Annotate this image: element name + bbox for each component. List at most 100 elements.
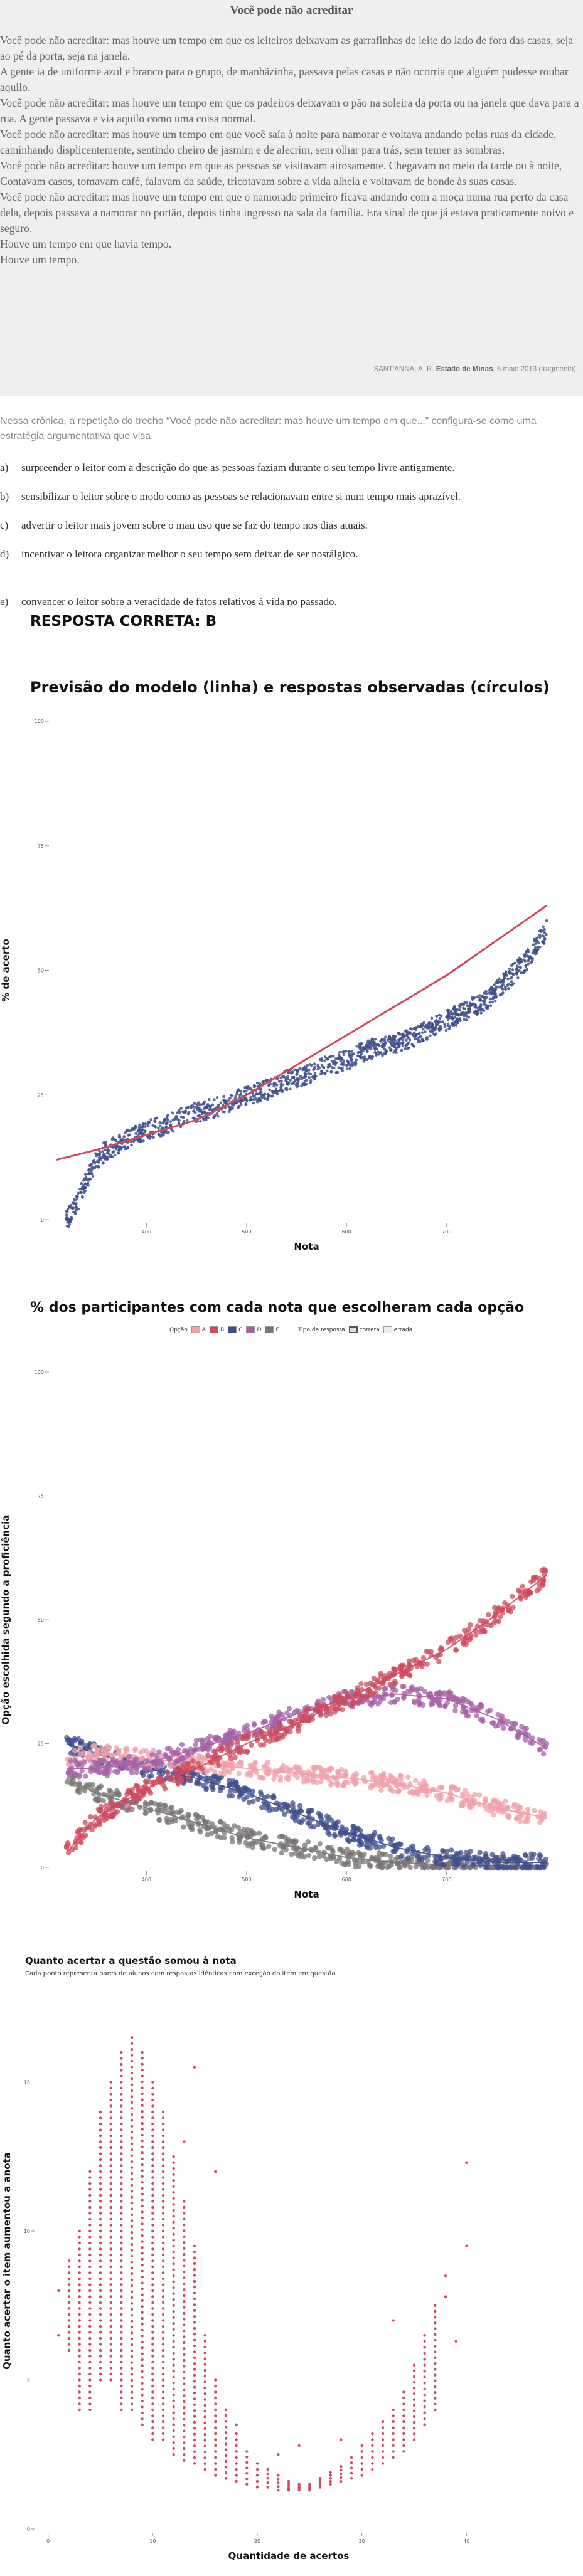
- series-point-a: [396, 1788, 402, 1795]
- pair-point: [88, 2372, 92, 2376]
- observed-point: [161, 1121, 164, 1125]
- series-point-a: [454, 1787, 459, 1793]
- pair-point: [381, 2462, 385, 2465]
- series-point-a: [228, 1760, 235, 1766]
- series-point-b: [235, 1738, 240, 1745]
- pair-point: [120, 2295, 123, 2298]
- pair-point: [99, 2253, 102, 2257]
- pair-point: [99, 2152, 102, 2155]
- observed-point: [420, 1038, 424, 1041]
- series-point-e: [311, 1855, 318, 1861]
- observed-point: [171, 1111, 174, 1114]
- observed-point: [406, 1047, 410, 1050]
- observed-point: [381, 1044, 384, 1047]
- observed-point: [446, 1015, 449, 1018]
- pair-point: [130, 2355, 134, 2358]
- pair-point: [161, 2217, 165, 2221]
- series-point-a: [132, 1746, 138, 1752]
- option-a[interactable]: a) surpreender o leitor com a descrição d…: [0, 462, 455, 474]
- option-d[interactable]: d) incentivar o leitora organizar melhor …: [0, 548, 358, 561]
- pair-point: [130, 2367, 134, 2370]
- pair-point: [130, 2261, 134, 2264]
- pair-point: [183, 2370, 186, 2374]
- observed-point: [204, 1118, 208, 1122]
- pair-point: [88, 2319, 92, 2322]
- observed-point: [88, 1164, 92, 1168]
- x-tick-label: 600: [342, 1229, 351, 1235]
- option-b[interactable]: b) sensibilizar o leitor sobre o modo com…: [0, 490, 461, 503]
- series-point-b: [296, 1728, 301, 1734]
- pair-point: [423, 2405, 426, 2409]
- pair-point: [172, 2215, 175, 2218]
- pair-point: [99, 2360, 102, 2364]
- series-point-c: [77, 1741, 83, 1746]
- series-point-b: [82, 1819, 88, 1825]
- pair-point: [161, 2313, 165, 2316]
- observed-point: [392, 1038, 395, 1041]
- observed-point: [301, 1082, 304, 1086]
- series-point-b: [355, 1685, 360, 1691]
- pair-point: [120, 2319, 123, 2322]
- series-point-e: [277, 1834, 283, 1840]
- observed-point: [506, 987, 510, 990]
- pair-point: [130, 2077, 134, 2081]
- pair-point: [151, 2212, 154, 2215]
- series-point-d: [110, 1756, 115, 1763]
- pair-point: [151, 2265, 154, 2269]
- pair-point: [88, 2253, 92, 2257]
- series-line-d: [66, 1693, 547, 1769]
- excerpt-paragraph: Você pode não acreditar: mas houve um te…: [0, 34, 574, 62]
- pair-point: [193, 2297, 196, 2301]
- observed-point: [213, 1115, 216, 1119]
- pair-point: [151, 2164, 154, 2167]
- series-point-d: [448, 1690, 454, 1696]
- observed-point: [208, 1097, 211, 1101]
- series-point-a: [251, 1761, 257, 1767]
- pair-point: [67, 2343, 71, 2346]
- pair-point: [329, 2479, 332, 2483]
- option-c[interactable]: c) advertir o leitor mais jovem sobre o m…: [0, 519, 368, 532]
- pair-point: [88, 2307, 92, 2310]
- series-point-b: [506, 1605, 513, 1612]
- observed-point: [341, 1067, 344, 1070]
- observed-point: [443, 1022, 446, 1026]
- series-point-e: [186, 1821, 191, 1827]
- pair-point: [120, 2193, 123, 2197]
- series-point-a: [77, 1745, 83, 1751]
- pair-point: [130, 2290, 134, 2293]
- observed-point: [444, 1028, 448, 1032]
- series-point-e: [256, 1830, 262, 1836]
- observed-point: [437, 1021, 441, 1025]
- observed-point: [79, 1191, 82, 1195]
- observed-point: [513, 961, 516, 965]
- pair-point: [151, 2271, 154, 2274]
- series-point-d: [193, 1741, 198, 1748]
- observed-point: [522, 971, 525, 974]
- pair-point: [88, 2236, 92, 2239]
- pair-point: [120, 2229, 123, 2233]
- pair-point: [255, 2486, 259, 2489]
- observed-point: [203, 1100, 206, 1104]
- series-point-c: [482, 1864, 488, 1871]
- observed-point: [292, 1075, 296, 1079]
- observed-point: [420, 1031, 424, 1034]
- series-point-d: [320, 1697, 326, 1702]
- series-point-c: [297, 1803, 303, 1809]
- pair-point: [172, 2203, 175, 2206]
- series-point-d: [422, 1689, 428, 1694]
- observed-point: [334, 1063, 337, 1067]
- pair-point: [214, 2462, 217, 2465]
- pair-point: [120, 2081, 123, 2084]
- observed-point: [479, 1005, 483, 1008]
- option-e[interactable]: e) convencer o leitor sobre a veracidade …: [0, 596, 337, 608]
- pair-point: [161, 2140, 165, 2143]
- observed-point: [290, 1072, 294, 1075]
- legend-key: [348, 1326, 358, 1333]
- series-point-c: [377, 1834, 383, 1839]
- observed-point: [350, 1064, 353, 1067]
- series-point-c: [404, 1849, 410, 1855]
- series-point-d: [274, 1715, 279, 1721]
- pair-point: [141, 2252, 144, 2255]
- series-point-a: [461, 1802, 467, 1807]
